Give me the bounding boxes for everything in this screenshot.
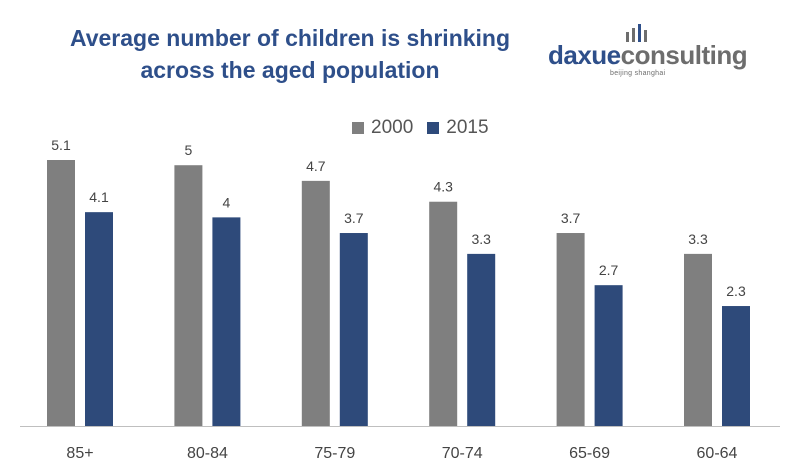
data-label-2000-75-79: 4.7 [306,158,326,174]
bar-2015-60-64 [722,306,750,426]
bar-2015-65-69 [594,285,623,426]
legend-swatch-2000 [352,122,364,134]
bar-2000-80-84 [174,165,203,426]
chart-title-line-2: across the aged population [140,57,440,83]
bar-2000-85+ [47,160,75,426]
legend-item-2000: 2000 [352,117,413,139]
logo-word-daxue: daxue [548,40,621,70]
logo-wordmark: daxueconsulting [548,40,748,70]
chart-legend: 2000 2015 [352,116,503,140]
data-label-2000-85+: 5.1 [51,137,71,153]
data-label-2000-70-74: 4.3 [433,179,453,195]
daxue-consulting-logo: daxueconsulting beijing shanghai [548,18,788,78]
logo-subtitle: beijing shanghai [610,70,666,77]
data-label-2015-60-64: 2.3 [726,283,746,299]
data-label-2000-80-84: 5 [185,142,193,158]
category-label-85+: 85+ [66,445,93,462]
data-label-2015-65-69: 2.7 [599,262,619,278]
data-label-2015-80-84: 4 [223,194,231,210]
data-label-2000-65-69: 3.7 [561,210,581,226]
bar-2000-75-79 [301,180,330,426]
category-label-75-79: 75-79 [314,445,355,462]
bar-2000-70-74 [429,201,458,426]
legend-label-2000: 2000 [371,117,414,138]
bar-2015-70-74 [467,253,496,426]
category-label-65-69: 65-69 [569,445,610,462]
bar-2000-60-64 [684,253,712,426]
category-label-60-64: 60-64 [697,445,738,462]
data-label-2000-60-64: 3.3 [688,231,708,247]
bar-2000-65-69 [556,233,585,426]
data-label-2015-85+: 4.1 [89,189,109,205]
bar-2015-80-84 [212,217,241,426]
bar-2015-75-79 [339,233,368,426]
chart-title: Average number of children is shrinking … [30,22,550,86]
legend-item-2015: 2015 [427,117,489,139]
category-label-80-84: 80-84 [187,445,228,462]
bar-chart-logo-icon [626,24,647,42]
logo-word-consulting: consulting [620,40,748,70]
legend-swatch-2015 [427,122,440,134]
chart-title-line-1: Average number of children is shrinking [69,25,511,51]
data-label-2015-75-79: 3.7 [344,210,364,226]
bar-2015-85+ [85,212,113,426]
data-label-2015-70-74: 3.3 [471,231,491,247]
legend-label-2015: 2015 [446,117,489,138]
category-label-70-74: 70-74 [442,445,483,462]
